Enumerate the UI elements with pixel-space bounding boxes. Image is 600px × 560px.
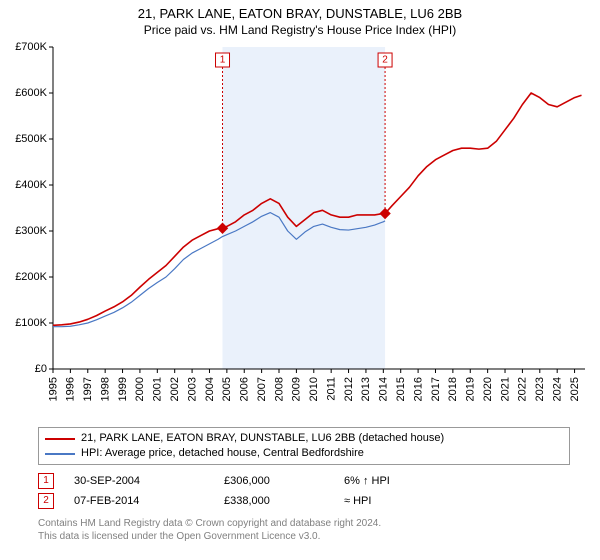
- legend-label: 21, PARK LANE, EATON BRAY, DUNSTABLE, LU…: [81, 431, 444, 446]
- footnote: Contains HM Land Registry data © Crown c…: [38, 517, 570, 543]
- xtick-label: 2025: [569, 377, 581, 401]
- xtick-label: 2017: [430, 377, 442, 401]
- transaction-price: £306,000: [224, 471, 344, 491]
- xtick-label: 2024: [551, 377, 563, 401]
- xtick-label: 1999: [117, 377, 129, 401]
- xtick-label: 2001: [152, 377, 164, 401]
- xtick-label: 2022: [517, 377, 529, 401]
- footnote-line1: Contains HM Land Registry data © Crown c…: [38, 517, 570, 530]
- xtick-label: 2009: [291, 377, 303, 401]
- xtick-label: 2002: [169, 377, 181, 401]
- footnote-line2: This data is licensed under the Open Gov…: [38, 530, 570, 543]
- transaction-pct: 6% ↑ HPI: [344, 471, 444, 491]
- ytick-label: £500K: [15, 133, 47, 145]
- xtick-label: 1998: [99, 377, 111, 401]
- title-line1: 21, PARK LANE, EATON BRAY, DUNSTABLE, LU…: [0, 0, 600, 21]
- transaction-row: 1 30-SEP-2004£306,0006% ↑ HPI: [38, 471, 570, 491]
- xtick-label: 2018: [447, 377, 459, 401]
- xtick-label: 2015: [395, 377, 407, 401]
- xtick-label: 2003: [186, 377, 198, 401]
- xtick-label: 2016: [412, 377, 424, 401]
- xtick-label: 2020: [482, 377, 494, 401]
- xtick-label: 1996: [65, 377, 77, 401]
- transaction-marker: 1: [38, 473, 54, 489]
- ytick-label: £600K: [15, 87, 47, 99]
- transaction-date: 30-SEP-2004: [74, 471, 224, 491]
- transaction-pct: ≈ HPI: [344, 491, 444, 511]
- transaction-date: 07-FEB-2014: [74, 491, 224, 511]
- xtick-label: 2023: [534, 377, 546, 401]
- xtick-label: 2014: [378, 377, 390, 401]
- ytick-label: £300K: [15, 225, 47, 237]
- legend-row: HPI: Average price, detached house, Cent…: [45, 446, 563, 461]
- xtick-label: 2013: [360, 377, 372, 401]
- shade-band: [223, 47, 386, 369]
- chart-area: £0 £100K £200K £300K £400K £500K £600K £700K 199…: [5, 41, 595, 421]
- marker-flag-label: 1: [220, 55, 226, 66]
- xtick-label: 2011: [325, 377, 337, 401]
- xtick-label: 2004: [204, 377, 216, 401]
- ytick-label: £200K: [15, 271, 47, 283]
- xtick-label: 2012: [343, 377, 355, 401]
- ytick-label: £400K: [15, 179, 47, 191]
- legend-box: 21, PARK LANE, EATON BRAY, DUNSTABLE, LU…: [38, 427, 570, 465]
- xtick-label: 2019: [465, 377, 477, 401]
- xtick-label: 2021: [499, 377, 511, 401]
- xtick-label: 2010: [308, 377, 320, 401]
- xtick-label: 1997: [82, 377, 94, 401]
- xtick-label: 2000: [134, 377, 146, 401]
- ytick-label: £0: [35, 363, 47, 375]
- chart-svg: £0 £100K £200K £300K £400K £500K £600K £700K 199…: [5, 41, 595, 421]
- legend-swatch: [45, 438, 75, 440]
- transactions-table: 1 30-SEP-2004£306,0006% ↑ HPI 2 07-FEB-2014…: [38, 471, 570, 511]
- ytick-label: £100K: [15, 317, 47, 329]
- xtick-label: 2006: [239, 377, 251, 401]
- transaction-price: £338,000: [224, 491, 344, 511]
- transaction-marker: 2: [38, 493, 54, 509]
- xtick-label: 1995: [47, 377, 59, 401]
- marker-flag-label: 2: [382, 55, 388, 66]
- legend-row: 21, PARK LANE, EATON BRAY, DUNSTABLE, LU…: [45, 431, 563, 446]
- title-line2: Price paid vs. HM Land Registry's House …: [0, 21, 600, 41]
- ytick-label: £700K: [15, 41, 47, 53]
- xtick-label: 2005: [221, 377, 233, 401]
- xtick-label: 2008: [273, 377, 285, 401]
- xtick-label: 2007: [256, 377, 268, 401]
- transaction-row: 2 07-FEB-2014£338,000≈ HPI: [38, 491, 570, 511]
- legend-swatch: [45, 453, 75, 455]
- legend-label: HPI: Average price, detached house, Cent…: [81, 446, 364, 461]
